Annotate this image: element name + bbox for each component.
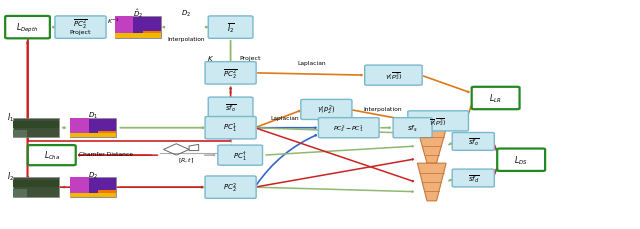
Text: $[R,t]$: $[R,t]$ xyxy=(178,156,194,165)
Polygon shape xyxy=(417,164,446,201)
FancyBboxPatch shape xyxy=(28,145,76,166)
Text: $D_2$: $D_2$ xyxy=(88,170,99,180)
Bar xyxy=(13,178,59,197)
Bar xyxy=(70,118,89,138)
Text: $\overline{sf_o}$: $\overline{sf_o}$ xyxy=(468,136,479,147)
Text: Chamfer Distance: Chamfer Distance xyxy=(79,151,133,156)
Bar xyxy=(115,17,133,39)
Bar xyxy=(115,34,161,39)
Text: $K$: $K$ xyxy=(207,54,214,63)
Text: $PC_1^1$: $PC_1^1$ xyxy=(223,122,237,135)
Bar xyxy=(70,178,89,197)
Text: $\overline{sf_o}$: $\overline{sf_o}$ xyxy=(225,102,236,113)
Text: $L_{DS}$: $L_{DS}$ xyxy=(515,154,528,166)
FancyBboxPatch shape xyxy=(319,118,379,138)
Bar xyxy=(98,191,116,193)
Bar xyxy=(115,17,161,39)
FancyBboxPatch shape xyxy=(408,111,468,131)
Bar xyxy=(143,32,161,34)
Text: $L_{LR}$: $L_{LR}$ xyxy=(490,92,502,105)
Text: $sf_s$: $sf_s$ xyxy=(407,123,418,133)
Text: $\gamma(\overline{p_2^2})$: $\gamma(\overline{p_2^2})$ xyxy=(385,70,402,82)
Text: Interpolation: Interpolation xyxy=(167,37,205,42)
Bar xyxy=(13,130,27,138)
Text: Project: Project xyxy=(70,30,92,35)
Text: Laplacian: Laplacian xyxy=(298,61,326,66)
Text: $\hat{D}_2$: $\hat{D}_2$ xyxy=(133,8,143,20)
Text: Project: Project xyxy=(239,56,260,61)
Bar xyxy=(13,118,59,138)
Text: Interpolation: Interpolation xyxy=(363,106,401,111)
Text: $L_{Depth}$: $L_{Depth}$ xyxy=(17,22,38,35)
Bar xyxy=(98,131,116,134)
FancyBboxPatch shape xyxy=(452,169,494,187)
Text: $PC_2^2 - PC_1^1$: $PC_2^2 - PC_1^1$ xyxy=(333,123,364,134)
Text: $\overline{I_2}$: $\overline{I_2}$ xyxy=(227,21,234,35)
FancyBboxPatch shape xyxy=(55,17,106,39)
Bar xyxy=(13,121,59,128)
FancyBboxPatch shape xyxy=(497,149,545,171)
FancyBboxPatch shape xyxy=(208,98,253,118)
Text: $D_1$: $D_1$ xyxy=(88,111,99,121)
Bar xyxy=(13,189,27,197)
FancyBboxPatch shape xyxy=(218,145,262,166)
FancyBboxPatch shape xyxy=(365,66,422,86)
Text: $K^{-1}$: $K^{-1}$ xyxy=(108,17,120,26)
Text: $I_2$: $I_2$ xyxy=(6,170,14,182)
Text: $I_1$: $I_1$ xyxy=(6,111,14,123)
FancyBboxPatch shape xyxy=(472,87,520,110)
Polygon shape xyxy=(417,129,446,164)
Text: $\overline{PC_2^2}$: $\overline{PC_2^2}$ xyxy=(223,67,238,80)
Text: $PC_1^{\dagger}$: $PC_1^{\dagger}$ xyxy=(233,149,247,162)
Text: $L_{Cha}$: $L_{Cha}$ xyxy=(44,149,60,162)
Bar xyxy=(70,118,116,138)
FancyBboxPatch shape xyxy=(208,17,253,39)
FancyBboxPatch shape xyxy=(205,62,256,85)
Text: $\overline{PC_2^2}$: $\overline{PC_2^2}$ xyxy=(73,17,88,31)
FancyBboxPatch shape xyxy=(5,17,50,39)
FancyBboxPatch shape xyxy=(452,133,494,151)
Bar xyxy=(70,134,116,138)
Text: $\overline{\gamma}(\overline{p_2^2})$: $\overline{\gamma}(\overline{p_2^2})$ xyxy=(429,116,447,127)
Text: $D_2$: $D_2$ xyxy=(181,9,191,19)
FancyBboxPatch shape xyxy=(205,117,256,139)
FancyBboxPatch shape xyxy=(393,118,432,138)
Bar xyxy=(13,180,59,187)
Bar xyxy=(70,178,116,197)
FancyBboxPatch shape xyxy=(301,100,352,120)
Text: Laplacian: Laplacian xyxy=(271,115,299,120)
Text: $\gamma(p_2^2)$: $\gamma(p_2^2)$ xyxy=(317,103,335,117)
Text: $PC_2^2$: $PC_2^2$ xyxy=(223,181,237,194)
FancyBboxPatch shape xyxy=(205,176,256,199)
Text: $\overline{sf_d}$: $\overline{sf_d}$ xyxy=(468,173,479,184)
Bar xyxy=(70,193,116,197)
